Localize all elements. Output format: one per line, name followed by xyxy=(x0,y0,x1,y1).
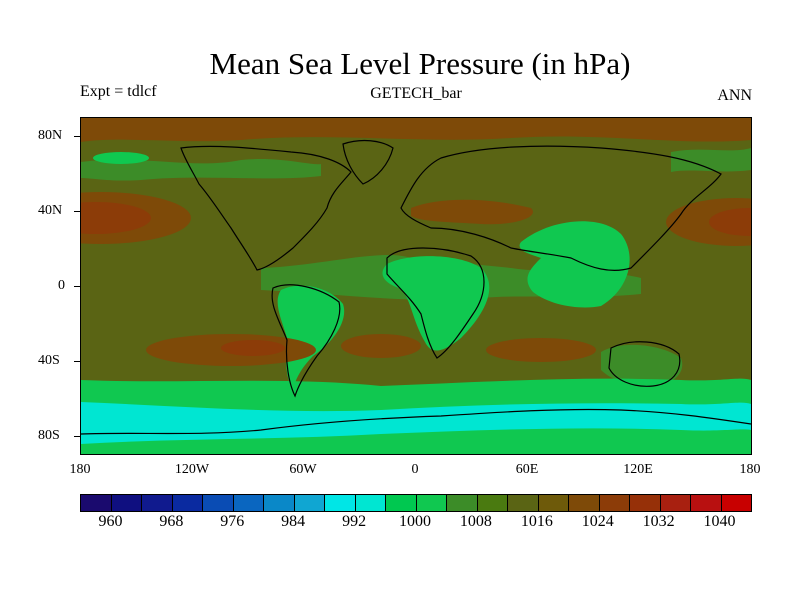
colorbar-swatch xyxy=(599,495,630,511)
colorbar-label: 1040 xyxy=(703,513,736,530)
coast-eurasia xyxy=(400,145,722,271)
xtick-label: 180 xyxy=(739,462,761,477)
coast-greenland xyxy=(342,139,394,185)
colorbar-swatch xyxy=(416,495,447,511)
colorbar-swatch xyxy=(203,495,234,511)
field-africa-green xyxy=(382,256,490,351)
field-arctic-high xyxy=(81,118,751,142)
colorbar-swatch xyxy=(569,495,600,511)
xtick-label: 180 xyxy=(69,462,91,477)
colorbar xyxy=(80,494,752,512)
coast-south-america xyxy=(271,284,341,398)
colorbar-label: 984 xyxy=(281,513,306,530)
colorbar-swatch xyxy=(447,495,478,511)
colorbar-swatch xyxy=(660,495,691,511)
colorbar-label: 976 xyxy=(220,513,245,530)
colorbar-swatch xyxy=(233,495,264,511)
ytick-mark-80n xyxy=(74,136,80,137)
field-samerica-green xyxy=(277,285,345,390)
coastlines xyxy=(81,139,751,435)
colorbar-label: 960 xyxy=(98,513,123,530)
ytick-label: 80S xyxy=(38,428,60,443)
ytick-label: 80N xyxy=(38,128,63,143)
field-npac-high-r-core xyxy=(709,208,751,236)
colorbar-swatch xyxy=(294,495,325,511)
field-npac-high-l-core xyxy=(81,202,151,234)
colorbar-label: 1016 xyxy=(520,513,553,530)
field-north-green xyxy=(81,159,321,181)
coast-north-america xyxy=(180,145,352,271)
field-australia-green xyxy=(601,344,683,386)
colorbar-label: 1008 xyxy=(459,513,492,530)
colorbar-swatch xyxy=(81,495,112,511)
ytick-label: 40S xyxy=(38,353,60,368)
colorbar-swatch xyxy=(721,495,751,511)
colorbar-swatch xyxy=(355,495,386,511)
pressure-field xyxy=(81,118,751,454)
pressure-map xyxy=(80,117,752,455)
xtick-label: 60W xyxy=(289,462,317,477)
field-satl-high xyxy=(341,334,421,358)
colorbar-swatch xyxy=(325,495,356,511)
field-east-green xyxy=(671,148,751,172)
colorbar-label: 1032 xyxy=(642,513,675,530)
ytick-mark-40s xyxy=(74,361,80,362)
coast-africa xyxy=(386,247,485,359)
field-antarctic-green xyxy=(81,428,751,454)
colorbar-swatch xyxy=(142,495,173,511)
field-north-green-spot xyxy=(93,152,149,164)
colorbar-swatch xyxy=(477,495,508,511)
colorbar-swatch xyxy=(111,495,142,511)
colorbar-label: 968 xyxy=(159,513,184,530)
dataset-label: GETECH_bar xyxy=(370,85,462,102)
xtick-label: 120E xyxy=(623,462,653,477)
colorbar-swatch xyxy=(264,495,295,511)
colorbar-swatch xyxy=(691,495,722,511)
colorbar-label: 1024 xyxy=(581,513,614,530)
coast-antarctica xyxy=(81,408,751,435)
ytick-mark-80s xyxy=(74,436,80,437)
colorbar-swatch xyxy=(172,495,203,511)
field-sind-high xyxy=(486,338,596,362)
map-title: Mean Sea Level Pressure (in hPa) xyxy=(209,46,631,81)
experiment-label: Expt = tdlcf xyxy=(80,83,157,100)
field-spac-high-core xyxy=(221,340,285,356)
ytick-label: 0 xyxy=(58,278,65,293)
xtick-label: 0 xyxy=(411,462,419,477)
xtick-label: 120W xyxy=(174,462,210,477)
colorbar-swatch xyxy=(386,495,417,511)
colorbar-swatch xyxy=(538,495,569,511)
field-tibet-high xyxy=(411,199,533,225)
colorbar-label: 992 xyxy=(342,513,367,530)
season-label: ANN xyxy=(717,87,752,104)
colorbar-swatch xyxy=(508,495,539,511)
ytick-mark-0 xyxy=(74,286,80,287)
field-asia-green xyxy=(519,221,630,308)
ytick-label: 40N xyxy=(38,203,63,218)
colorbar-swatch xyxy=(630,495,661,511)
xtick-label: 60E xyxy=(515,462,539,477)
coast-australia xyxy=(608,341,681,387)
ytick-mark-40n xyxy=(74,211,80,212)
colorbar-label: 1000 xyxy=(399,513,431,530)
